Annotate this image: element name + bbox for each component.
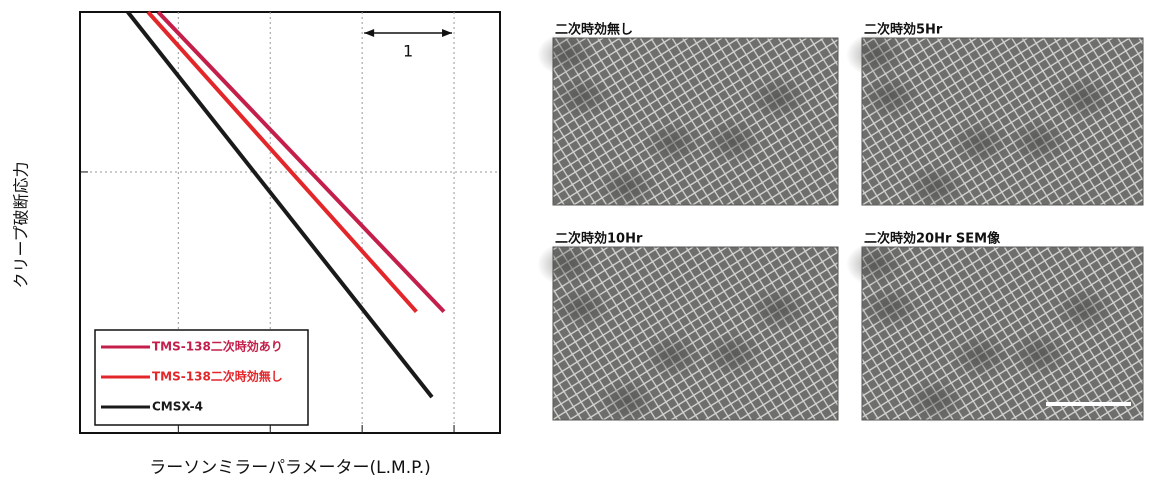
y-axis-label: クリープ破断応力: [12, 161, 31, 288]
micrograph-texture: [551, 285, 612, 330]
micrograph-texture: [702, 119, 763, 164]
series-line: [126, 10, 434, 399]
micrograph-texture: [905, 378, 966, 423]
plot-frame: [79, 11, 501, 434]
micrograph-texture: [860, 285, 921, 330]
legend-label: TMS-138二次時効無し: [152, 369, 283, 384]
micrograph: [861, 246, 1144, 421]
micrograph: [861, 37, 1144, 206]
micrograph-texture: [1009, 119, 1070, 164]
legend-label: TMS-138二次時効あり: [152, 339, 283, 354]
micrograph-texture: [642, 121, 703, 166]
legend-label: CMSX-4: [152, 400, 203, 414]
plot: 1 TMS-138二次時効あり TMS-138二次時効無し CMSX-4: [80, 10, 500, 433]
micrograph: [552, 246, 839, 421]
micrograph-texture: [748, 76, 809, 121]
scale-bar: [1046, 402, 1131, 406]
micrograph-texture: [1053, 287, 1114, 332]
micrograph-caption: 二次時効10Hr: [555, 231, 643, 247]
micrograph-caption: 二次時効20Hr SEM像: [864, 231, 1001, 247]
x-axis-label: ラーソンミラーパラメーター(L.M.P.): [149, 458, 431, 478]
micrograph-texture: [860, 74, 921, 119]
series-line: [146, 10, 418, 313]
micrograph-texture: [597, 164, 658, 209]
micrograph-texture: [702, 332, 763, 377]
series-line: [156, 10, 446, 314]
annotation: 1: [403, 42, 413, 61]
micrograph-texture: [551, 74, 612, 119]
arrow-head: [364, 29, 453, 37]
micrograph-texture: [846, 242, 907, 287]
micrograph-texture: [950, 333, 1011, 378]
micrograph-texture: [537, 242, 598, 287]
micrograph-texture: [950, 121, 1011, 166]
micrograph-texture: [748, 287, 809, 332]
micrograph-texture: [1009, 332, 1070, 377]
micrograph-texture: [597, 378, 658, 423]
micrograph-texture: [642, 333, 703, 378]
micrograph-texture: [1053, 76, 1114, 121]
micrograph-texture: [846, 32, 907, 77]
micrograph-texture: [905, 164, 966, 209]
micrograph: [552, 37, 839, 206]
micrograph-texture: [537, 32, 598, 77]
